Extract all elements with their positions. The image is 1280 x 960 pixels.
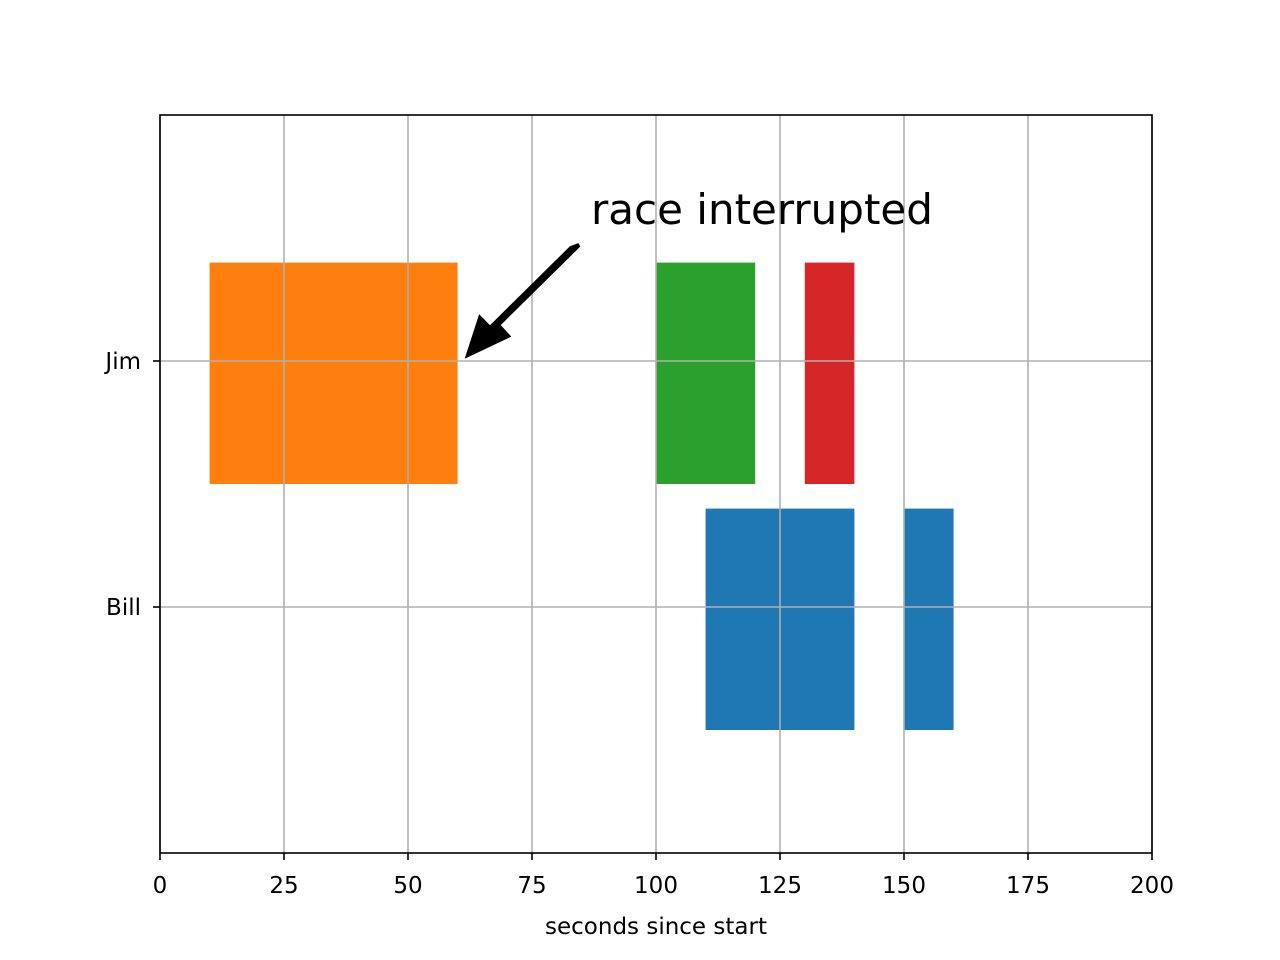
- x-tick-label: 0: [153, 873, 168, 899]
- y-tick-label: Jim: [103, 349, 141, 375]
- x-tick-label: 175: [1006, 873, 1050, 899]
- bar-segment-jim: [656, 262, 756, 484]
- bar-segment-bill: [904, 508, 954, 730]
- bar-segment-jim: [209, 262, 458, 484]
- x-tick-label: 25: [269, 873, 298, 899]
- x-axis-label: seconds since start: [545, 914, 767, 940]
- x-tick-label: 150: [882, 873, 926, 899]
- x-tick-label: 50: [393, 873, 422, 899]
- x-tick-label: 75: [517, 873, 546, 899]
- x-tick-label: 100: [634, 873, 678, 899]
- annotation-text: race interrupted: [591, 185, 933, 234]
- bar-segment-jim: [804, 262, 855, 484]
- annotation-arrow: [464, 243, 581, 359]
- y-tick-label: Bill: [106, 595, 141, 621]
- x-tick-label: 200: [1130, 873, 1174, 899]
- x-tick-label: 125: [758, 873, 802, 899]
